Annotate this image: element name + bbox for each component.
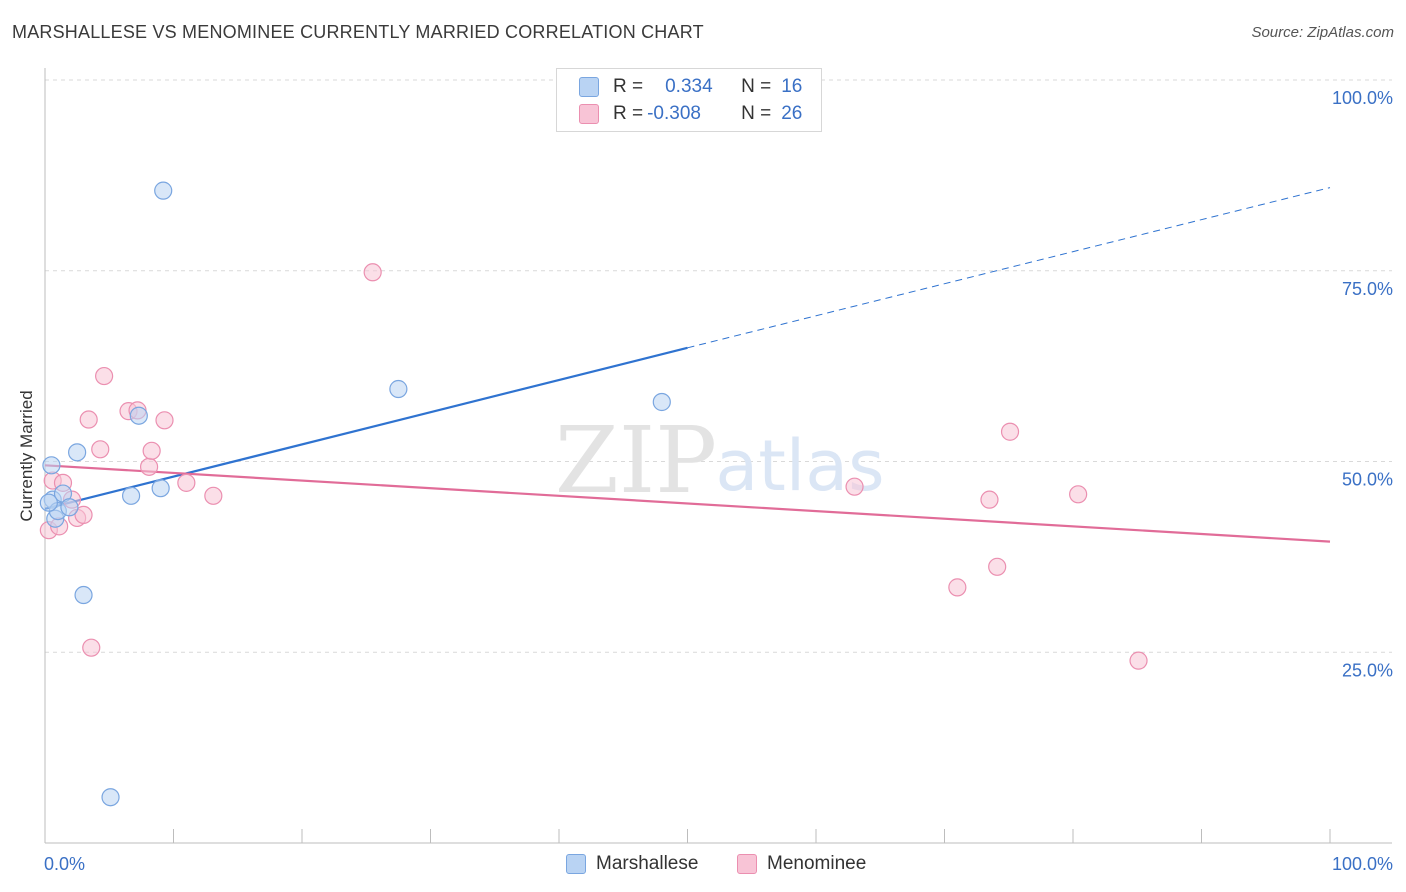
menominee-point: [74, 505, 93, 525]
marshallese-point: [154, 181, 173, 200]
marshallese-r-value: 0.334: [665, 76, 713, 97]
menominee-point: [845, 477, 864, 496]
source-label: Source: ZipAtlas.com: [1251, 24, 1394, 41]
menominee-point: [91, 440, 110, 459]
menominee-legend-label: Menominee: [767, 853, 867, 874]
marshallese-n-value: 16: [781, 76, 803, 97]
menominee-point: [139, 457, 159, 476]
bottom-legend-marshallese: Marshallese: [566, 852, 698, 876]
marshallese-point: [74, 585, 93, 605]
marshallese-legend-swatch: [566, 854, 586, 874]
data-points: [39, 181, 1148, 807]
menominee-trend-line: [44, 464, 1331, 543]
legend-row-menominee: R = -0.308 N = 26: [579, 102, 802, 126]
trend-lines: [44, 187, 1331, 543]
x-axis-ticks: [173, 829, 1331, 843]
y-tick-label: 50.0%: [1342, 470, 1393, 490]
menominee-swatch: [579, 104, 599, 124]
x-tick-label-max: 100.0%: [1332, 854, 1393, 874]
r-label: R =: [613, 76, 644, 97]
menominee-n-value: 26: [781, 103, 803, 124]
menominee-point: [1129, 651, 1148, 670]
marshallese-point: [101, 788, 120, 807]
marshallese-point: [129, 406, 148, 425]
marshallese-trend-extension: [687, 187, 1331, 349]
y-tick-label: 75.0%: [1342, 279, 1393, 299]
x-tick-labels: 0.0% 100.0%: [44, 854, 1393, 874]
marshallese-point: [60, 498, 79, 517]
menominee-point: [142, 441, 161, 460]
x-tick-label-min: 0.0%: [44, 854, 85, 874]
menominee-point: [1000, 422, 1020, 441]
menominee-point: [95, 366, 114, 386]
correlation-legend: R = 0.334 N = 16 R = -0.308 N = 26: [556, 68, 822, 132]
y-tick-labels: 25.0% 50.0% 75.0% 100.0%: [1332, 88, 1393, 680]
marshallese-point: [39, 493, 58, 512]
menominee-point: [177, 473, 196, 492]
menominee-point: [980, 490, 999, 509]
marshallese-point: [389, 379, 408, 399]
marshallese-point: [68, 443, 87, 462]
menominee-point: [204, 486, 223, 505]
marshallese-point: [151, 479, 170, 498]
menominee-point: [82, 638, 101, 657]
n-label: N =: [741, 103, 772, 124]
y-tick-label: 100.0%: [1332, 88, 1393, 108]
menominee-point: [1069, 485, 1088, 504]
menominee-point: [79, 410, 98, 429]
bottom-legend-menominee: Menominee: [737, 852, 866, 876]
menominee-point: [155, 411, 174, 430]
menominee-point: [948, 578, 967, 597]
marshallese-point: [652, 392, 671, 412]
legend-row-marshallese: R = 0.334 N = 16: [579, 75, 802, 99]
menominee-point: [363, 263, 382, 282]
marshallese-trend-line: [44, 346, 688, 510]
menominee-legend-swatch: [737, 854, 757, 874]
marshallese-swatch: [579, 77, 599, 97]
marshallese-point: [42, 456, 61, 475]
axes: [44, 68, 1392, 844]
n-label: N =: [741, 76, 772, 97]
marshallese-legend-label: Marshallese: [596, 853, 699, 874]
y-tick-label: 25.0%: [1342, 660, 1393, 680]
r-label: R =: [613, 103, 644, 124]
chart-title: MARSHALLESE VS MENOMINEE CURRENTLY MARRI…: [12, 22, 704, 42]
grid-lines: [45, 79, 1392, 653]
marshallese-point: [121, 486, 141, 505]
watermark-atlas: atlas: [715, 425, 884, 507]
menominee-r-value: -0.308: [647, 103, 701, 124]
menominee-point: [988, 557, 1007, 576]
